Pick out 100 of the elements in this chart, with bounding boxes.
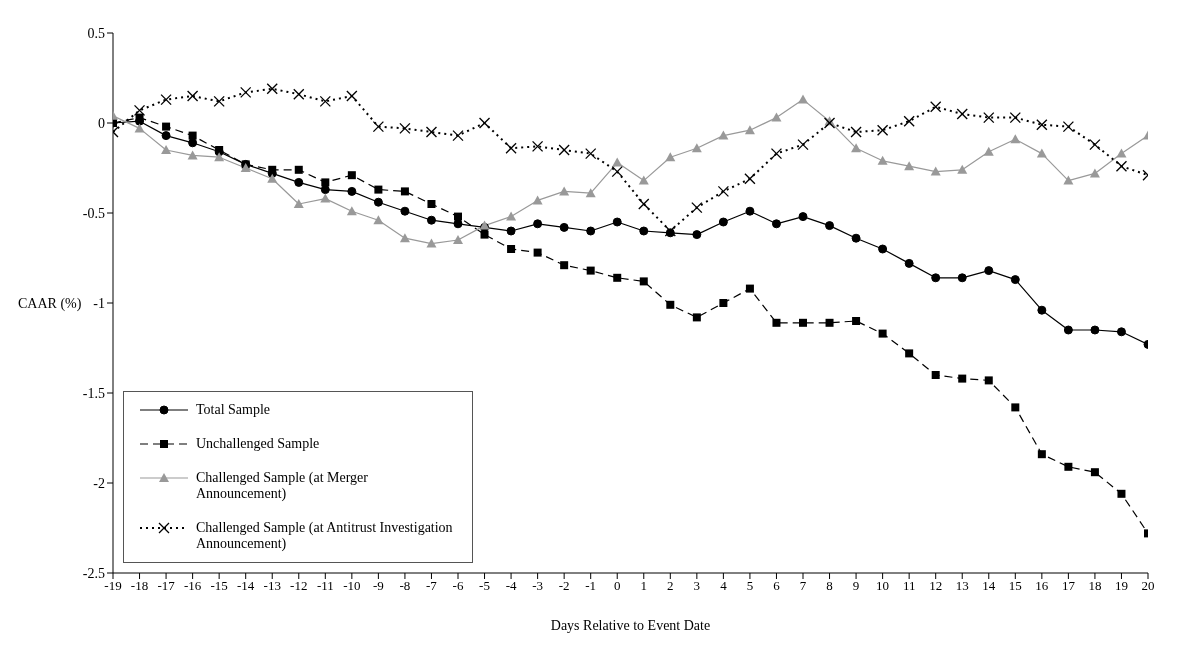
point (559, 186, 570, 196)
point (665, 152, 676, 162)
x-tick-label: -4 (505, 578, 517, 594)
point (134, 123, 145, 133)
x-tick-label: 6 (773, 578, 781, 594)
point (426, 215, 436, 225)
point (745, 206, 755, 216)
point (957, 273, 967, 283)
point (904, 161, 915, 171)
x-tick-label: 11 (902, 578, 916, 594)
point (852, 317, 861, 325)
x-tick-label: -14 (237, 578, 255, 594)
point (426, 238, 437, 248)
point (1090, 468, 1099, 477)
point (1063, 325, 1073, 335)
point (1089, 168, 1100, 178)
point (347, 171, 356, 180)
x-tick-label: -16 (183, 578, 202, 594)
point (346, 206, 357, 216)
point (320, 193, 331, 203)
point (958, 374, 967, 383)
y-tick-label: -1.5 (82, 385, 105, 401)
point (878, 244, 888, 254)
point (135, 113, 144, 122)
point (825, 318, 834, 327)
point (586, 266, 595, 275)
point (1037, 305, 1047, 315)
point (1036, 148, 1047, 158)
point (1116, 148, 1127, 158)
x-tick-label: -17 (157, 578, 176, 594)
point (187, 150, 198, 160)
point (983, 146, 994, 156)
point (507, 245, 516, 253)
point (1090, 325, 1100, 335)
point (745, 284, 754, 293)
point (798, 212, 808, 222)
point (825, 221, 835, 231)
point (294, 165, 303, 174)
x-tick-label: 12 (929, 578, 943, 594)
point (639, 277, 648, 286)
point (718, 130, 729, 140)
x-tick-label: 20 (1141, 578, 1155, 594)
point (374, 185, 383, 194)
x-tick-label: 10 (876, 578, 890, 594)
point (532, 195, 543, 205)
x-tick-label: 19 (1114, 578, 1128, 594)
point (666, 300, 675, 309)
point (320, 185, 330, 195)
point (1063, 175, 1074, 185)
x-tick-label: -19 (104, 578, 122, 594)
legend-label: Challenged Sample (at Merger Announcement) (196, 470, 369, 502)
point (293, 199, 304, 208)
x-tick-label: -18 (130, 578, 149, 594)
x-tick-label: 4 (720, 578, 728, 594)
point (1011, 403, 1020, 412)
x-tick-label: 17 (1061, 578, 1076, 594)
point (931, 371, 940, 379)
legend-label: Unchallenged Sample (196, 436, 320, 452)
point (533, 248, 542, 257)
point (1117, 489, 1126, 498)
x-tick-label: -13 (263, 578, 281, 594)
point (294, 177, 304, 187)
point (984, 376, 993, 385)
point (560, 261, 569, 270)
point (931, 273, 941, 283)
y-axis-title: CAAR (%) (18, 295, 82, 312)
point (1064, 462, 1073, 471)
x-tick-label: -11 (316, 578, 334, 594)
point (506, 226, 516, 236)
point (613, 273, 622, 282)
x-tick-label: 13 (955, 578, 969, 594)
point (691, 143, 702, 153)
point (427, 200, 436, 208)
point (586, 226, 596, 236)
point (612, 157, 623, 167)
point (399, 233, 410, 243)
point (400, 206, 410, 216)
point (851, 143, 862, 153)
point (984, 266, 994, 276)
point (188, 131, 197, 140)
point (1010, 134, 1021, 144)
x-tick-label: -3 (532, 578, 544, 594)
point (267, 173, 278, 183)
point (772, 318, 781, 327)
x-tick-label: 9 (852, 578, 860, 594)
point (533, 219, 543, 229)
point (585, 188, 596, 198)
point (454, 212, 462, 221)
x-tick-label: 3 (693, 578, 701, 594)
point (930, 166, 941, 176)
point (559, 222, 569, 232)
x-axis-title: Days Relative to Event Date (550, 618, 711, 633)
point (506, 211, 517, 221)
x-tick-label: -15 (210, 578, 228, 594)
y-tick-label: 0 (98, 115, 105, 131)
point (799, 318, 807, 327)
x-tick-label: -7 (426, 578, 438, 594)
y-tick-label: -1 (93, 295, 105, 311)
point (905, 349, 914, 358)
point (851, 233, 861, 243)
